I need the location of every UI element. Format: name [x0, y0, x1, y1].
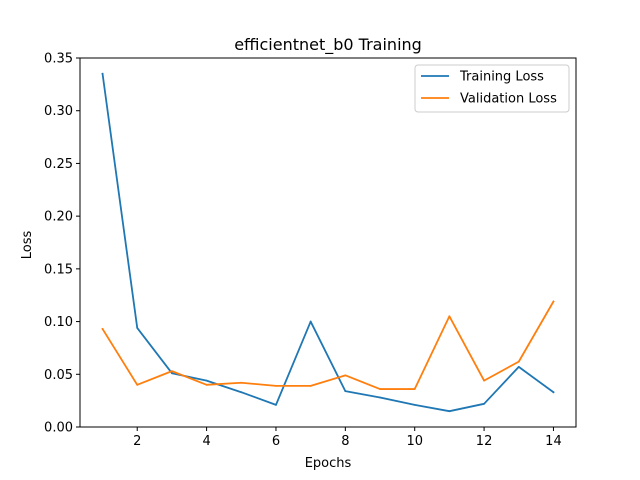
y-tick-label: 0.10 [44, 315, 73, 330]
series-line-0 [101, 72, 555, 413]
data-point-1-12 [517, 360, 520, 363]
plot-area: 2 4 6 8 10 12 14 0.00 0.05 0.10 0.15 0.20 0.25 0.30 0.… [44, 52, 577, 449]
data-point-1-4 [240, 381, 243, 384]
legend: Training Loss Validation Loss [414, 64, 570, 113]
y-tick-label: 0.25 [44, 157, 73, 172]
y-tick-label: 0.30 [44, 104, 73, 119]
data-point-0-13 [552, 391, 555, 394]
legend-label-0: Training Loss [459, 70, 544, 85]
data-point-0-0 [101, 72, 104, 75]
data-point-1-2 [171, 370, 173, 373]
data-point-1-9 [413, 388, 416, 390]
x-tick-label: 12 [476, 434, 493, 449]
x-tick-label: 2 [133, 434, 141, 449]
data-point-0-11 [483, 402, 485, 405]
y-tick-label: 0.20 [44, 210, 73, 225]
chart-title: efficientnet_b0 Training [234, 35, 422, 55]
legend-label-1: Validation Loss [460, 92, 557, 107]
y-tick-label: 0.35 [44, 52, 73, 67]
x-tick-label: 6 [272, 434, 280, 449]
data-point-0-4 [240, 391, 243, 394]
data-point-0-8 [379, 396, 381, 399]
series-line-1 [101, 300, 555, 390]
data-point-1-13 [552, 300, 555, 303]
y-tick-label: 0.05 [44, 368, 73, 383]
data-point-1-8 [379, 388, 381, 390]
data-point-1-1 [136, 383, 139, 386]
data-point-0-2 [171, 372, 173, 375]
data-point-0-3 [205, 379, 208, 382]
x-tick-label: 10 [406, 434, 423, 449]
data-point-1-7 [344, 374, 347, 377]
data-point-1-11 [483, 379, 485, 382]
axes-frame [79, 57, 577, 428]
data-point-0-12 [517, 366, 520, 368]
legend-box [414, 64, 570, 113]
data-point-1-0 [101, 328, 104, 330]
data-point-0-1 [136, 327, 139, 329]
x-axis-label: Epochs [305, 456, 352, 471]
y-tick-label: 0.00 [44, 421, 73, 436]
x-tick-label: 8 [341, 434, 349, 449]
x-tick-label: 14 [545, 434, 562, 449]
x-tick-label: 4 [202, 434, 210, 449]
data-point-1-6 [309, 384, 312, 387]
data-point-1-3 [205, 383, 208, 386]
y-tick-label: 0.15 [44, 262, 73, 277]
data-point-0-9 [413, 403, 416, 406]
data-point-1-5 [275, 384, 277, 387]
data-point-1-10 [448, 315, 451, 318]
data-point-0-5 [275, 403, 277, 406]
data-point-0-6 [309, 320, 312, 323]
y-axis-label: Loss [20, 231, 35, 260]
data-point-0-7 [344, 390, 347, 393]
data-point-0-10 [448, 410, 451, 413]
